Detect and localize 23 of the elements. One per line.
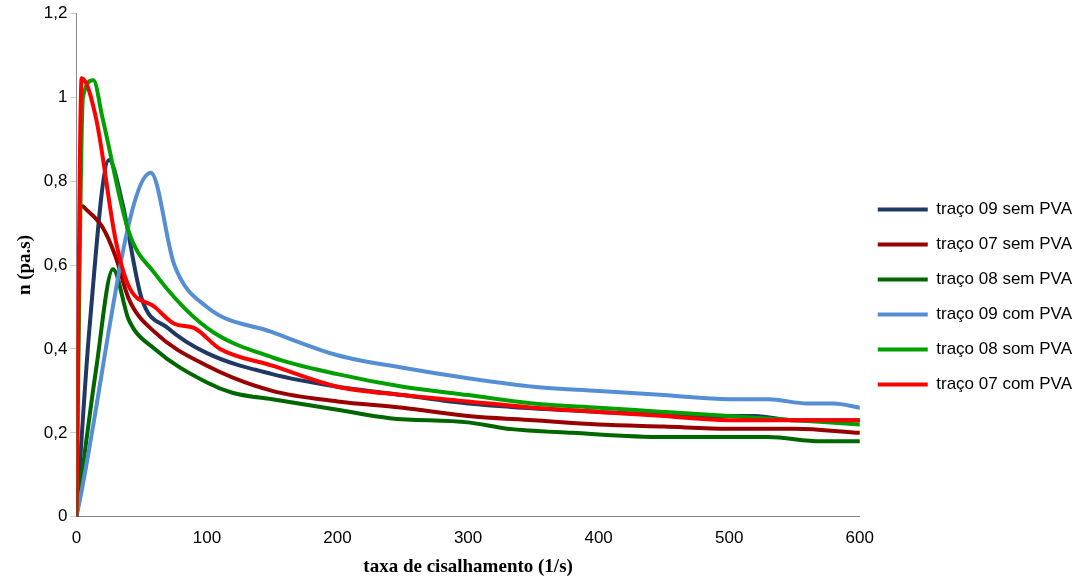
line-series	[80, 204, 860, 435]
x-axis-title: taxa de cisalhamento (1/s)	[363, 554, 573, 577]
legend-label: traço 08 som PVA	[936, 339, 1073, 359]
y-tick-label: 0,4	[43, 338, 68, 358]
legend-label: traço 07 sem PVA	[936, 234, 1073, 254]
x-tick-label: 500	[715, 527, 744, 547]
y-tick-label: 1,2	[43, 2, 68, 22]
x-tick-label: 100	[192, 527, 222, 547]
legend-label: traço 09 com PVA	[936, 304, 1073, 324]
legend-label: traço 09 sem PVA	[936, 199, 1073, 219]
legend-label: traço 08 sem PVA	[936, 269, 1073, 289]
y-tick-label: 0,8	[43, 170, 68, 190]
x-tick-label: 400	[584, 527, 613, 547]
y-axis-title: n (pa.s)	[13, 234, 36, 296]
y-tick-label: 0	[57, 506, 68, 526]
x-tick-label: 200	[323, 527, 352, 547]
x-tick-label: 0	[71, 527, 82, 547]
y-tick-label: 1	[57, 86, 68, 106]
y-tick-label: 0,2	[43, 422, 68, 442]
y-tick-label: 0,6	[43, 254, 68, 274]
x-tick-label: 600	[845, 527, 874, 547]
x-tick-label: 300	[453, 527, 483, 547]
legend-label: traço 07 com PVA	[936, 374, 1073, 394]
